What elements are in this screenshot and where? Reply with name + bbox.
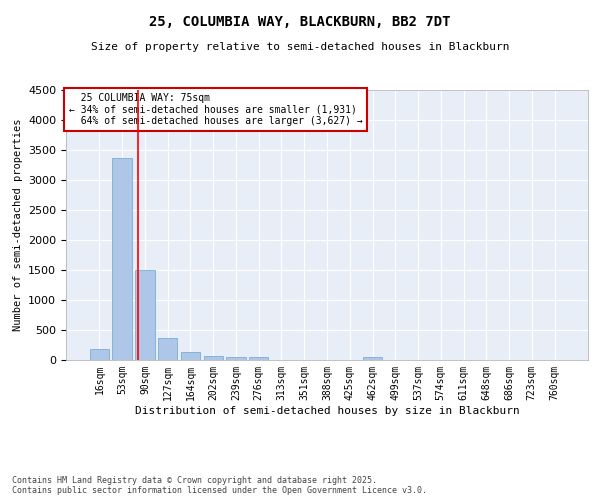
Bar — [226, 356, 245, 360]
X-axis label: Distribution of semi-detached houses by size in Blackburn: Distribution of semi-detached houses by … — [134, 406, 520, 415]
Y-axis label: Number of semi-detached properties: Number of semi-detached properties — [13, 118, 23, 331]
Text: 25 COLUMBIA WAY: 75sqm
← 34% of semi-detached houses are smaller (1,931)
  64% o: 25 COLUMBIA WAY: 75sqm ← 34% of semi-det… — [68, 92, 362, 126]
Bar — [203, 356, 223, 360]
Bar — [158, 338, 178, 360]
Text: 25, COLUMBIA WAY, BLACKBURN, BB2 7DT: 25, COLUMBIA WAY, BLACKBURN, BB2 7DT — [149, 15, 451, 29]
Bar — [181, 352, 200, 360]
Text: Contains HM Land Registry data © Crown copyright and database right 2025.
Contai: Contains HM Land Registry data © Crown c… — [12, 476, 427, 495]
Bar — [112, 158, 132, 360]
Bar — [135, 270, 155, 360]
Bar — [363, 357, 382, 360]
Text: Size of property relative to semi-detached houses in Blackburn: Size of property relative to semi-detach… — [91, 42, 509, 52]
Bar — [249, 357, 268, 360]
Bar — [90, 348, 109, 360]
